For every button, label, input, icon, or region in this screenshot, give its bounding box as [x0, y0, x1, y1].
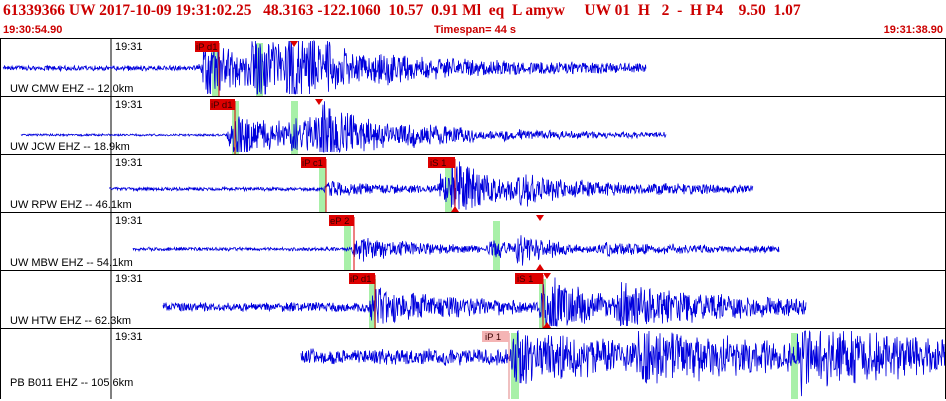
- time-label: 19:31: [115, 273, 143, 285]
- trace-panel-jcw[interactable]: iP d1 19:31 UW JCW EHZ -- 18.9km: [0, 97, 946, 155]
- time-label: 19:31: [115, 41, 143, 53]
- station-label: UW MBW EHZ -- 54.1km: [10, 257, 133, 269]
- start-time: 19:30:54.90: [3, 24, 63, 36]
- pick-flag[interactable]: [349, 273, 375, 284]
- waveform-line: [109, 161, 754, 211]
- time-label: 19:31: [115, 99, 143, 111]
- pick-flag[interactable]: [482, 331, 509, 342]
- pick-label: iP d1: [196, 42, 217, 53]
- trace-panel-b011[interactable]: iP 1 19:31 PB B011 EHZ -- 105.6km: [0, 329, 946, 399]
- waveform-jcw: iP d1: [20, 97, 667, 154]
- seismogram-trace: [162, 277, 807, 327]
- event-header: 61339366 UW 2017-10-09 19:31:02.25 48.31…: [0, 0, 946, 40]
- station-label: UW CMW EHZ -- 12.0km: [10, 83, 134, 95]
- waveform-line: [2, 39, 647, 95]
- pick-label: iS 1: [430, 158, 446, 169]
- waveform-line: [162, 277, 807, 327]
- pick-window: [319, 159, 326, 212]
- s-pick-marker[interactable]: [536, 264, 544, 270]
- pick-flag[interactable]: [210, 99, 235, 110]
- waveform-line: [132, 235, 780, 266]
- seismogram-trace: [2, 39, 647, 95]
- pick-label: iP 1: [485, 332, 501, 343]
- time-label: 19:31: [115, 215, 143, 227]
- seismogram-trace: [300, 329, 945, 397]
- trace-panel-htw[interactable]: iP d1 iS 1 19:31 UW HTW EHZ -- 62.3km: [0, 271, 946, 329]
- pick-label: iP d1: [350, 274, 371, 285]
- pick-flag[interactable]: [515, 273, 543, 284]
- pick-flag[interactable]: [428, 157, 455, 168]
- pick-window: [344, 221, 351, 270]
- s-pick-marker[interactable]: [315, 99, 323, 105]
- station-label: UW HTW EHZ -- 62.3km: [10, 315, 131, 327]
- s-pick-marker[interactable]: [543, 273, 551, 279]
- time-label: 19:31: [115, 331, 143, 343]
- seismogram-trace: [109, 161, 754, 211]
- station-label: UW JCW EHZ -- 18.9km: [10, 141, 130, 153]
- s-pick-marker[interactable]: [536, 215, 544, 221]
- waveform-htw: iP d1 iS 1: [110, 271, 807, 328]
- pick-label: eP 2: [330, 216, 349, 227]
- time-label: 19:31: [115, 157, 143, 169]
- timespan-label: Timespan= 44 s: [433, 24, 517, 36]
- trace-panels: iP d1 19:31 UW CMW EHZ -- 12.0km iP d1 1…: [0, 38, 946, 401]
- pick-flag[interactable]: [301, 157, 326, 168]
- pick-flag[interactable]: [329, 215, 354, 226]
- end-time: 19:31:38.90: [883, 24, 943, 36]
- waveform-rpw: iP c1 iS 1: [109, 155, 754, 212]
- pick-label: iP c1: [302, 158, 323, 169]
- waveform-b011: iP 1: [110, 329, 945, 399]
- s-pick-marker[interactable]: [290, 41, 298, 47]
- s-pick-marker[interactable]: [451, 206, 459, 212]
- pick-label: iS 1: [517, 274, 533, 285]
- seismogram-trace: [20, 101, 667, 154]
- waveform-line: [20, 101, 667, 154]
- event-title: 61339366 UW 2017-10-09 19:31:02.25 48.31…: [3, 2, 801, 19]
- waveform-cmw: iP d1: [2, 39, 647, 96]
- trace-panel-rpw[interactable]: iP c1 iS 1 19:31 UW RPW EHZ -- 46.1km: [0, 155, 946, 213]
- waveform-mbw: eP 2: [110, 213, 780, 270]
- trace-panel-cmw[interactable]: iP d1 19:31 UW CMW EHZ -- 12.0km: [0, 39, 946, 97]
- pick-flag[interactable]: [195, 41, 219, 52]
- waveform-line: [300, 329, 945, 397]
- pick-label: iP d1: [211, 100, 232, 111]
- seismogram-trace: [132, 235, 780, 266]
- pick-window: [493, 221, 500, 270]
- s-pick-marker[interactable]: [543, 322, 551, 328]
- trace-panel-mbw[interactable]: eP 2 19:31 UW MBW EHZ -- 54.1km: [0, 213, 946, 271]
- station-label: UW RPW EHZ -- 46.1km: [10, 199, 132, 211]
- station-label: PB B011 EHZ -- 105.6km: [10, 377, 134, 389]
- pick-window: [791, 333, 798, 399]
